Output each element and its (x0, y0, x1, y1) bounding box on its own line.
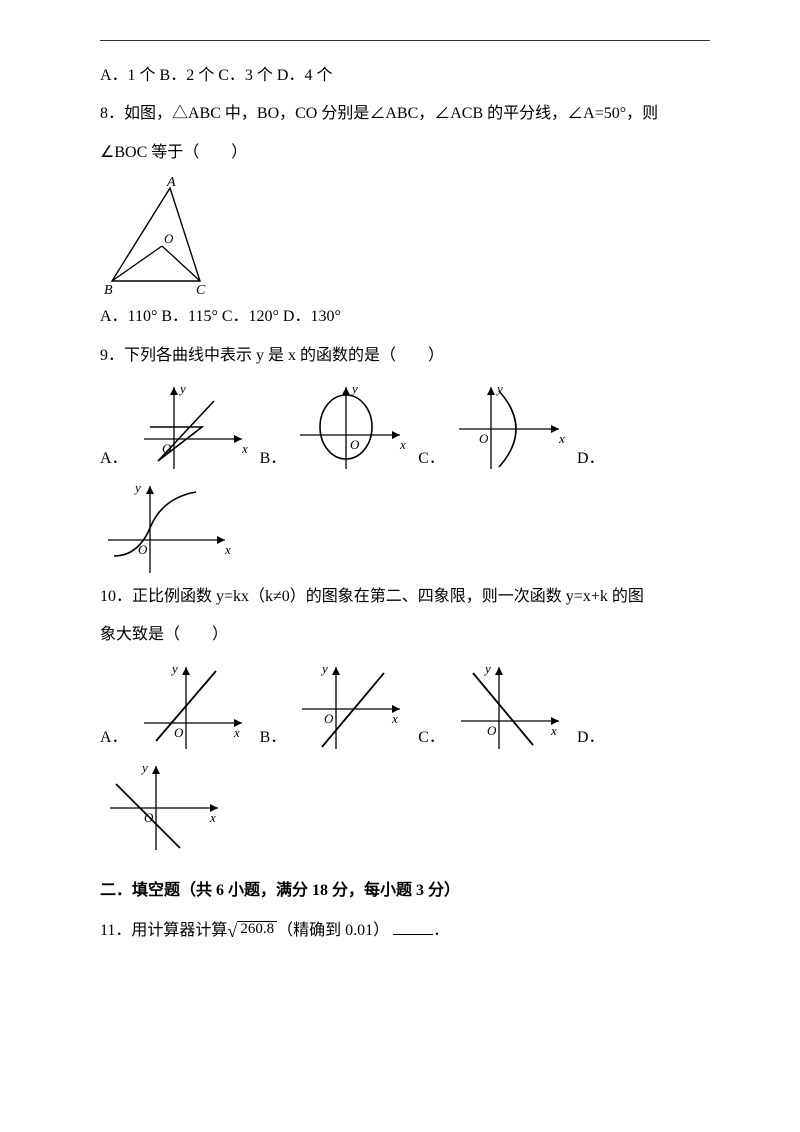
q11-end: ． (433, 922, 449, 939)
svg-text:x: x (391, 711, 398, 726)
q10-options-row2: x y O (100, 758, 710, 858)
svg-text:y: y (140, 760, 148, 775)
svg-text:x: x (241, 441, 248, 456)
svg-text:y: y (178, 381, 186, 396)
q10-stem-l2: 象大致是（ ） (100, 620, 710, 650)
q8-figure: A B C O (100, 176, 710, 296)
q10-D-label: D． (577, 723, 605, 753)
q9-D-label: D． (577, 444, 605, 474)
radical-icon: √ (227, 921, 237, 941)
q10-A-label: A． (100, 723, 128, 753)
q10-options-row1: A． x y O B． x y O C． x y O D． (100, 659, 710, 754)
svg-text:x: x (558, 431, 565, 446)
section2-title: 二．填空题（共 6 小题，满分 18 分，每小题 3 分） (100, 876, 710, 906)
label-A: A (166, 176, 176, 190)
label-O: O (164, 231, 174, 246)
svg-text:O: O (479, 431, 489, 446)
q9-options-row2: x y O (100, 478, 710, 578)
svg-text:O: O (324, 711, 334, 726)
q8-stem-l2: ∠BOC 等于（ ） (100, 138, 710, 168)
q10-graph-A: x y O (134, 659, 254, 754)
q9-graph-B: x y O (292, 379, 412, 474)
q10-stem-l1: 10．正比例函数 y=kx（k≠0）的图象在第二、四象限，则一次函数 y=x+k… (100, 582, 710, 612)
q9-options-row1: A． x y O B． x y O C． x y O D． (100, 379, 710, 474)
q9-graph-A: x y O (134, 379, 254, 474)
q9-A-label: A． (100, 444, 128, 474)
q10-graph-C: x y O (451, 659, 571, 754)
q9-stem: 9．下列各曲线中表示 y 是 x 的函数的是（ ） (100, 341, 710, 371)
svg-text:O: O (350, 437, 360, 452)
svg-text:x: x (209, 810, 216, 825)
q10-B-label: B． (260, 723, 287, 753)
q11: 11．用计算器计算√260.8（精确到 0.01） ． (100, 914, 710, 948)
q8-stem-l1: 8．如图，△ABC 中，BO，CO 分别是∠ABC，∠ACB 的平分线，∠A=5… (100, 99, 710, 129)
svg-text:x: x (224, 542, 231, 557)
svg-text:O: O (487, 723, 497, 738)
q9-C-label: C． (418, 444, 445, 474)
svg-text:O: O (174, 725, 184, 740)
q7-options: A．1 个 B．2 个 C．3 个 D．4 个 (100, 61, 710, 91)
q10-C-label: C． (418, 723, 445, 753)
q10-graph-B: x y O (292, 659, 412, 754)
q8-options: A．110° B．115° C．120° D．130° (100, 302, 710, 332)
q9-B-label: B． (260, 444, 287, 474)
svg-text:x: x (550, 723, 557, 738)
svg-text:y: y (483, 661, 491, 676)
label-C: C (196, 283, 206, 296)
q11-post: （精确到 0.01） (277, 922, 389, 939)
svg-text:y: y (320, 661, 328, 676)
svg-text:x: x (233, 725, 240, 740)
q9-graph-C: x y O (451, 379, 571, 474)
svg-text:y: y (133, 480, 141, 495)
q11-radicand: 260.8 (237, 921, 277, 937)
q11-pre: 11．用计算器计算 (100, 922, 227, 939)
q10-graph-D: x y O (100, 758, 230, 858)
q11-blank (393, 919, 433, 935)
svg-text:y: y (350, 381, 358, 396)
label-B: B (104, 283, 113, 296)
svg-text:x: x (399, 437, 406, 452)
svg-text:y: y (170, 661, 178, 676)
q9-graph-D: x y O (100, 478, 240, 578)
